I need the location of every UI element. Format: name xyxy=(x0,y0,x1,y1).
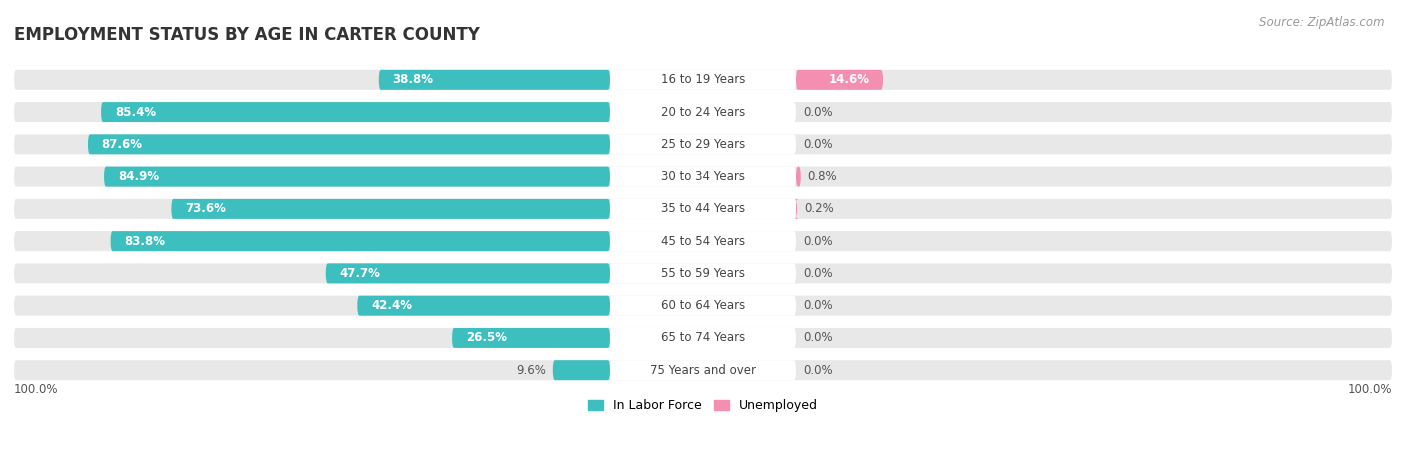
Text: 35 to 44 Years: 35 to 44 Years xyxy=(661,202,745,216)
FancyBboxPatch shape xyxy=(14,296,1392,315)
FancyBboxPatch shape xyxy=(14,328,1392,348)
FancyBboxPatch shape xyxy=(104,166,610,187)
Text: 0.8%: 0.8% xyxy=(807,170,838,183)
FancyBboxPatch shape xyxy=(111,231,610,251)
Text: 0.0%: 0.0% xyxy=(803,106,832,119)
FancyBboxPatch shape xyxy=(357,296,610,315)
FancyBboxPatch shape xyxy=(610,360,796,380)
FancyBboxPatch shape xyxy=(378,70,610,90)
Text: 0.0%: 0.0% xyxy=(803,234,832,248)
Text: EMPLOYMENT STATUS BY AGE IN CARTER COUNTY: EMPLOYMENT STATUS BY AGE IN CARTER COUNT… xyxy=(14,26,479,44)
Text: 87.6%: 87.6% xyxy=(101,138,143,151)
Text: 84.9%: 84.9% xyxy=(118,170,159,183)
FancyBboxPatch shape xyxy=(14,231,1392,251)
FancyBboxPatch shape xyxy=(14,70,1392,90)
Text: 65 to 74 Years: 65 to 74 Years xyxy=(661,331,745,344)
Text: 83.8%: 83.8% xyxy=(124,234,166,248)
FancyBboxPatch shape xyxy=(610,328,796,348)
Text: 60 to 64 Years: 60 to 64 Years xyxy=(661,299,745,312)
FancyBboxPatch shape xyxy=(326,263,610,284)
FancyBboxPatch shape xyxy=(14,199,1392,219)
FancyBboxPatch shape xyxy=(610,263,796,284)
FancyBboxPatch shape xyxy=(610,296,796,315)
FancyBboxPatch shape xyxy=(610,166,796,187)
Text: 75 Years and over: 75 Years and over xyxy=(650,364,756,377)
Text: 9.6%: 9.6% xyxy=(516,364,546,377)
Text: 0.0%: 0.0% xyxy=(803,331,832,344)
FancyBboxPatch shape xyxy=(610,102,796,122)
FancyBboxPatch shape xyxy=(610,70,796,90)
Text: 100.0%: 100.0% xyxy=(1347,383,1392,396)
FancyBboxPatch shape xyxy=(14,360,1392,380)
Text: 100.0%: 100.0% xyxy=(14,383,59,396)
Text: 0.2%: 0.2% xyxy=(804,202,834,216)
FancyBboxPatch shape xyxy=(14,263,1392,284)
FancyBboxPatch shape xyxy=(14,102,1392,122)
FancyBboxPatch shape xyxy=(553,360,610,380)
Text: 85.4%: 85.4% xyxy=(115,106,156,119)
FancyBboxPatch shape xyxy=(610,135,796,154)
Text: 30 to 34 Years: 30 to 34 Years xyxy=(661,170,745,183)
FancyBboxPatch shape xyxy=(610,231,796,251)
Text: 55 to 59 Years: 55 to 59 Years xyxy=(661,267,745,280)
FancyBboxPatch shape xyxy=(796,166,801,187)
FancyBboxPatch shape xyxy=(14,135,1392,154)
Text: 0.0%: 0.0% xyxy=(803,267,832,280)
Text: 38.8%: 38.8% xyxy=(392,73,433,86)
Text: 0.0%: 0.0% xyxy=(803,299,832,312)
Text: 0.0%: 0.0% xyxy=(803,364,832,377)
Text: 0.0%: 0.0% xyxy=(803,138,832,151)
Text: Source: ZipAtlas.com: Source: ZipAtlas.com xyxy=(1260,16,1385,29)
Text: 73.6%: 73.6% xyxy=(186,202,226,216)
FancyBboxPatch shape xyxy=(14,166,1392,187)
Text: 47.7%: 47.7% xyxy=(339,267,381,280)
FancyBboxPatch shape xyxy=(172,199,610,219)
FancyBboxPatch shape xyxy=(796,70,883,90)
Text: 45 to 54 Years: 45 to 54 Years xyxy=(661,234,745,248)
FancyBboxPatch shape xyxy=(794,199,799,219)
FancyBboxPatch shape xyxy=(610,199,796,219)
Text: 42.4%: 42.4% xyxy=(371,299,412,312)
Text: 20 to 24 Years: 20 to 24 Years xyxy=(661,106,745,119)
FancyBboxPatch shape xyxy=(101,102,610,122)
Text: 26.5%: 26.5% xyxy=(465,331,506,344)
FancyBboxPatch shape xyxy=(453,328,610,348)
FancyBboxPatch shape xyxy=(89,135,610,154)
Text: 25 to 29 Years: 25 to 29 Years xyxy=(661,138,745,151)
Text: 14.6%: 14.6% xyxy=(828,73,869,86)
Legend: In Labor Force, Unemployed: In Labor Force, Unemployed xyxy=(583,394,823,417)
Text: 16 to 19 Years: 16 to 19 Years xyxy=(661,73,745,86)
